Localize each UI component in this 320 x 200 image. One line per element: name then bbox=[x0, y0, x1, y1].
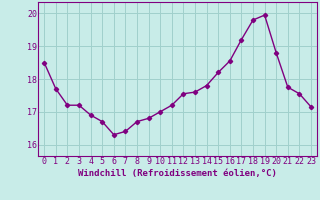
X-axis label: Windchill (Refroidissement éolien,°C): Windchill (Refroidissement éolien,°C) bbox=[78, 169, 277, 178]
